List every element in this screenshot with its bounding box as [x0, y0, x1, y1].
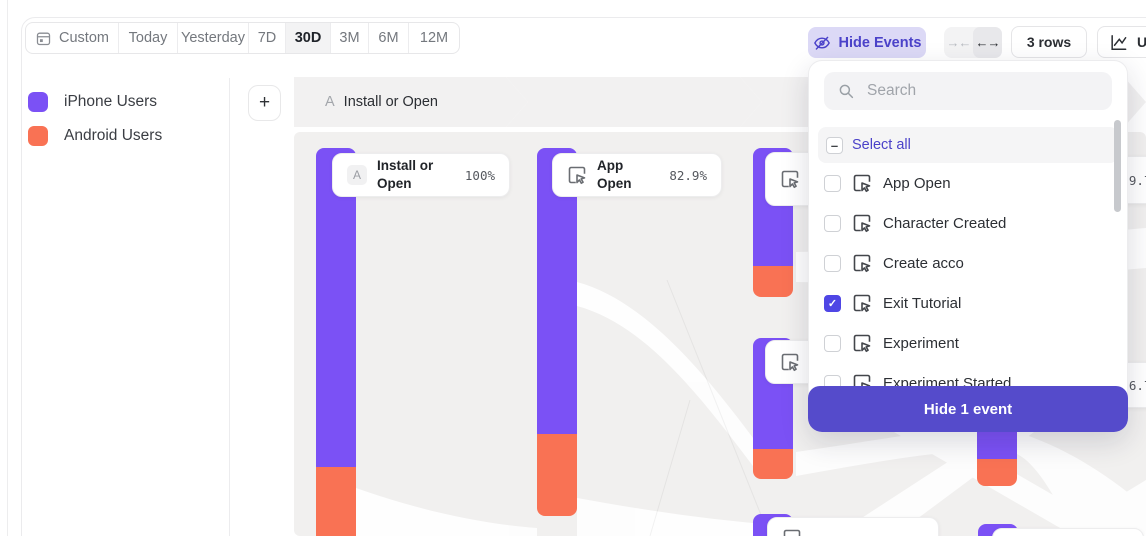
step-card-value: 6.7% — [1128, 377, 1146, 393]
event-click-icon — [853, 174, 871, 193]
legend-divider — [229, 78, 230, 536]
legend-label: Android Users — [64, 127, 163, 144]
step-card-value: 82.9% — [669, 167, 707, 183]
step-name: Install or Open — [343, 94, 438, 110]
users-chart-button[interactable]: U — [1097, 26, 1146, 58]
funnel-bar-step1-android[interactable] — [316, 467, 356, 536]
funnel-bar-step4-android[interactable] — [753, 449, 793, 479]
dropdown-item-label: App Open — [883, 174, 951, 192]
event-click-icon — [853, 254, 871, 273]
hide-event-submit-button[interactable]: Hide 1 event — [808, 386, 1128, 432]
range-yesterday[interactable]: Yesterday — [178, 23, 249, 53]
step-card-label: Install or Open — [377, 157, 434, 191]
event-click-icon — [853, 334, 871, 353]
select-all-checkbox[interactable]: – — [826, 136, 843, 154]
collapse-icon: →← — [946, 35, 972, 50]
select-all-label: Select all — [852, 137, 911, 153]
iphone-swatch — [28, 92, 48, 112]
step-card-bottom-left[interactable] — [767, 517, 939, 536]
hide-events-label: Hide Events — [838, 34, 922, 51]
add-step-button[interactable]: + — [248, 85, 281, 121]
event-click-icon — [853, 214, 871, 233]
dropdown-item-create-acco[interactable]: Create acco — [816, 243, 1112, 283]
hide-events-button[interactable]: Hide Events — [808, 27, 926, 58]
dropdown-item-label: Create acco — [883, 254, 964, 272]
dropdown-item-exit-tutorial[interactable]: ✓ Exit Tutorial — [816, 283, 1112, 323]
range-6m[interactable]: 6M — [369, 23, 409, 53]
calendar-icon — [36, 32, 51, 45]
dropdown-item-experiment[interactable]: Experiment — [816, 323, 1112, 363]
step-letter: A — [325, 94, 335, 110]
line-chart-icon — [1111, 34, 1127, 50]
dropdown-item-app-open[interactable]: App Open — [816, 163, 1112, 203]
select-all-row[interactable]: – Select all — [818, 127, 1118, 163]
eye-off-icon — [813, 36, 830, 50]
range-7d[interactable]: 7D — [249, 23, 286, 53]
event-click-icon — [781, 170, 799, 189]
funnel-step-band-b[interactable] — [506, 77, 762, 127]
funnel-bar-step2-android[interactable] — [537, 434, 577, 516]
dropdown-item-label: Exit Tutorial — [883, 294, 962, 312]
expand-icon: ←→ — [975, 35, 1001, 50]
checkbox-unchecked[interactable] — [824, 254, 841, 272]
event-click-icon — [783, 529, 801, 536]
date-range-control: Custom Today Yesterday 7D 30D 3M 6M 12M — [25, 22, 460, 54]
legend-item-android[interactable]: Android Users — [28, 126, 162, 146]
search-icon — [839, 84, 854, 99]
step-badge: A — [347, 165, 367, 185]
event-click-icon — [568, 166, 586, 185]
step-card-install-or-open[interactable]: A Install or Open 100% — [332, 153, 510, 197]
checkbox-unchecked[interactable] — [824, 174, 841, 192]
page-left-border — [7, 0, 8, 536]
step-card-label: App Open — [597, 157, 632, 191]
dropdown-scrollbar[interactable] — [1114, 120, 1121, 212]
funnel-bar-step3-android[interactable] — [753, 266, 793, 297]
report-container — [21, 17, 1146, 536]
column-width-toggle: →← ←→ — [944, 27, 1002, 58]
event-click-icon — [853, 294, 871, 313]
range-today[interactable]: Today — [119, 23, 178, 53]
range-custom[interactable]: Custom — [26, 23, 119, 53]
funnel-step-band-a[interactable]: A Install or Open — [294, 77, 528, 127]
dropdown-search[interactable] — [824, 72, 1112, 110]
event-click-icon — [781, 353, 799, 372]
android-swatch — [28, 126, 48, 146]
rows-button[interactable]: 3 rows — [1011, 26, 1087, 58]
dropdown-item-label: Character Created — [883, 214, 1007, 232]
funnel-bar-step6-android[interactable] — [977, 459, 1017, 486]
checkbox-checked[interactable]: ✓ — [824, 294, 841, 312]
legend-label: iPhone Users — [64, 93, 158, 110]
checkbox-unchecked[interactable] — [824, 214, 841, 232]
step-card-app-open[interactable]: App Open 82.9% — [552, 153, 722, 197]
step-card-value: 100% — [464, 167, 495, 183]
step-card-bottom-right[interactable] — [992, 528, 1144, 536]
step-card-value: 9.7% — [1128, 172, 1146, 188]
minus-icon: – — [830, 137, 839, 153]
expand-columns-button[interactable]: ←→ — [973, 27, 1002, 58]
hide-events-dropdown — [808, 60, 1128, 432]
check-icon: ✓ — [827, 297, 838, 310]
collapse-columns-button[interactable]: →← — [944, 27, 973, 58]
checkbox-unchecked[interactable] — [824, 334, 841, 352]
range-label: Custom — [59, 30, 109, 46]
legend-item-iphone[interactable]: iPhone Users — [28, 92, 157, 112]
range-3m[interactable]: 3M — [331, 23, 369, 53]
range-30d[interactable]: 30D — [286, 23, 331, 53]
funnel-bar-step1-iphone[interactable] — [316, 148, 356, 467]
dropdown-item-character-created[interactable]: Character Created — [816, 203, 1112, 243]
search-input[interactable] — [867, 82, 1067, 100]
range-12m[interactable]: 12M — [419, 30, 449, 46]
dropdown-item-label: Experiment — [883, 334, 959, 352]
